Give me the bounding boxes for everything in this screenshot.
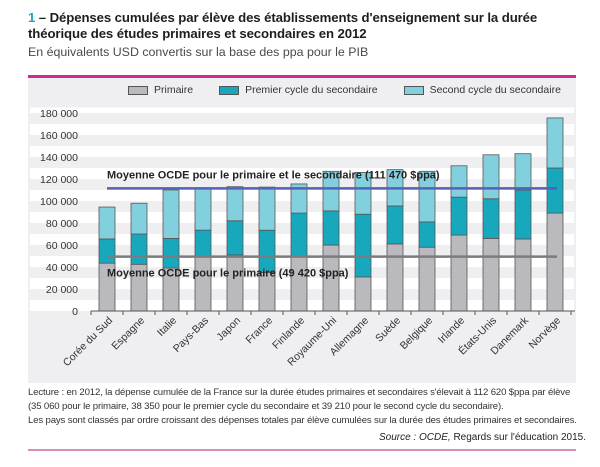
legend-label: Premier cycle du secondaire — [245, 84, 378, 96]
bar-segment-primaire — [290, 256, 308, 312]
note-line: Lecture : en 2012, la dépense cumulée de… — [28, 387, 571, 398]
x-tick-label: Japon — [214, 315, 243, 344]
bar-segment-premier-cycle — [514, 189, 532, 240]
x-tick-label: Espagne — [109, 315, 147, 353]
legend-item-second-cycle: Second cycle du secondaire — [403, 84, 561, 96]
x-tick-label: Italie — [155, 315, 179, 339]
bar-segment-primaire — [194, 256, 212, 312]
grid-band — [30, 107, 574, 113]
bar-segment-second-cycle — [546, 117, 564, 169]
y-tick-label: 120 000 — [40, 174, 78, 186]
bar-segment-premier-cycle — [354, 213, 372, 278]
reference-lines: Moyenne OCDE pour le primaire et le seco… — [107, 169, 557, 280]
bar-segment-second-cycle — [322, 170, 340, 212]
bar-segment-primaire — [354, 276, 372, 312]
bar-segment-second-cycle — [514, 153, 532, 191]
bar-segment-second-cycle — [226, 186, 244, 222]
y-tick-label: 160 000 — [40, 130, 78, 142]
bottom-accent-rule — [28, 449, 576, 451]
oecd-average-primary-label: Moyenne OCDE pour le primaire (49 420 $p… — [107, 268, 349, 280]
bar-segment-second-cycle — [418, 170, 436, 223]
legend-item-premier-cycle: Premier cycle du secondaire — [219, 84, 378, 96]
x-tick-label: Norvège — [527, 315, 564, 352]
bar-segment-premier-cycle — [162, 237, 180, 269]
source-text: Regards sur l'éducation 2015. — [450, 432, 586, 443]
bar-segment-premier-cycle — [450, 196, 468, 236]
reading-notes: Lecture : en 2012, la dépense cumulée de… — [28, 386, 588, 428]
title-text: – Dépenses cumulées par élève des établi… — [28, 10, 538, 41]
note-line: Les pays sont classés par ordre croissan… — [28, 415, 577, 426]
x-tick-label: Belgique — [398, 315, 435, 352]
bar-segment-premier-cycle — [194, 229, 212, 258]
source-label: Source : OCDE, — [378, 432, 451, 443]
y-tick-label: 40 000 — [46, 262, 78, 274]
bar-segment-second-cycle — [290, 183, 308, 214]
bar-segment-primaire — [482, 237, 500, 312]
y-tick-label: 100 000 — [40, 196, 78, 208]
bar-segment-premier-cycle — [226, 220, 244, 256]
oecd-average-total-label: Moyenne OCDE pour le primaire et le seco… — [107, 169, 440, 181]
legend-label: Primaire — [154, 84, 194, 96]
bar-segment-second-cycle — [450, 165, 468, 198]
bar-segment-premier-cycle — [290, 212, 308, 258]
bar-segment-second-cycle — [482, 154, 500, 200]
bar-segment-premier-cycle — [482, 198, 500, 239]
bar-segment-second-cycle — [194, 187, 212, 231]
figure-number: 1 — [28, 10, 36, 25]
grid-band — [30, 124, 574, 135]
legend-label: Second cycle du secondaire — [429, 84, 561, 96]
bar-segment-second-cycle — [162, 189, 180, 239]
x-tick-label: Suède — [373, 315, 403, 345]
legend-swatch-second-cycle — [403, 85, 424, 95]
x-tick-label: Corée du Sud — [61, 315, 115, 369]
y-tick-label: 180 000 — [40, 108, 78, 120]
legend-swatch-premier-cycle — [219, 85, 240, 95]
bar-segment-second-cycle — [130, 202, 148, 235]
bars — [98, 117, 564, 312]
bar-segment-premier-cycle — [258, 229, 276, 273]
bar-segment-primaire — [450, 234, 468, 312]
grid-band — [30, 168, 574, 179]
x-tick-label: Pays-Bas — [171, 315, 211, 355]
y-tick-label: 80 000 — [46, 218, 78, 230]
bar-segment-premier-cycle — [98, 238, 116, 264]
bar-segment-primaire — [546, 212, 564, 312]
bar-segment-premier-cycle — [322, 210, 340, 246]
bar-segment-premier-cycle — [418, 221, 436, 248]
bar-segment-second-cycle — [258, 186, 276, 231]
source-credit: Source : OCDE, Regards sur l'éducation 2… — [379, 432, 586, 443]
grid-band — [30, 146, 574, 157]
chart-subtitle: En équivalents USD convertis sur la base… — [28, 45, 369, 59]
y-axis: 0 20 000 40 000 60 000 80 000 100 000 120 000 1… — [40, 108, 78, 318]
bar-segment-second-cycle — [354, 171, 372, 215]
x-tick-label: Irlande — [436, 315, 467, 346]
note-line: (35 060 pour le primaire, 38 350 pour le… — [28, 401, 504, 412]
bar-segment-premier-cycle — [546, 167, 564, 214]
legend-swatch-primaire — [128, 85, 148, 95]
bar-segment-primaire — [514, 238, 532, 312]
bar-segment-primaire — [226, 254, 244, 312]
y-tick-label: 140 000 — [40, 152, 78, 164]
bar-segment-premier-cycle — [130, 233, 148, 265]
top-accent-rule — [28, 75, 576, 78]
legend: Primaire Premier cycle du secondaire Sec… — [128, 84, 561, 96]
bar-segment-primaire — [386, 243, 404, 312]
chart-title: 1 – Dépenses cumulées par élève des étab… — [28, 10, 588, 42]
y-tick-label: 60 000 — [46, 240, 78, 252]
bar-segment-premier-cycle — [386, 205, 404, 245]
bar-segment-second-cycle — [98, 206, 116, 240]
legend-item-primaire: Primaire — [128, 84, 193, 96]
y-tick-label: 20 000 — [46, 284, 78, 296]
y-tick-label: 0 — [72, 306, 78, 318]
